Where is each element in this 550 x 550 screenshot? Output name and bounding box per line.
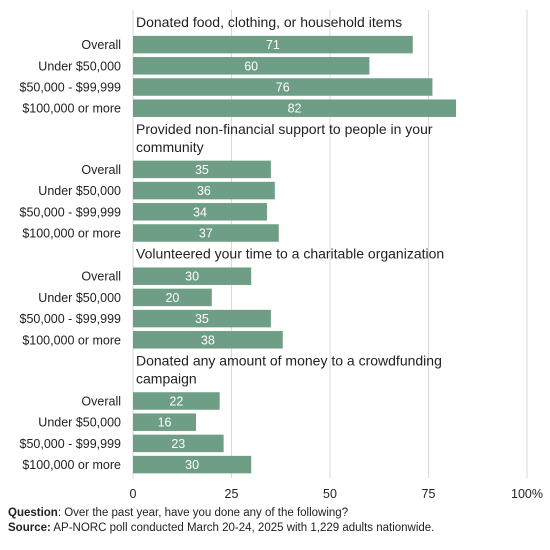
- bar: [133, 203, 267, 221]
- category-label: Under $50,000: [38, 291, 121, 305]
- group-title: community: [136, 139, 204, 155]
- bar: [133, 309, 271, 328]
- category-label: $100,000 or more: [22, 458, 121, 472]
- source-label: Source:: [8, 522, 51, 534]
- x-tick-label: 100%: [511, 487, 543, 500]
- category-label: Under $50,000: [38, 59, 121, 73]
- bar-value-label: 30: [185, 458, 199, 472]
- bar: [133, 224, 279, 242]
- category-label: $50,000 - $99,999: [20, 81, 122, 95]
- x-tick-label: 75: [422, 487, 436, 500]
- chart: Donated food, clothing, or household ite…: [20, 10, 543, 500]
- x-tick-label: 0: [130, 487, 137, 500]
- category-label: $50,000 - $99,999: [20, 312, 122, 326]
- category-label: Overall: [81, 270, 121, 284]
- category-label: $50,000 - $99,999: [20, 437, 122, 451]
- source-text: AP-NORC poll conducted March 20-24, 2025…: [50, 522, 435, 534]
- group-title: Provided non-financial support to people…: [136, 121, 433, 137]
- category-label: Overall: [81, 38, 121, 52]
- question-text: : Over the past year, have you done any …: [57, 507, 349, 519]
- bar: [133, 267, 252, 285]
- bar-value-label: 35: [195, 312, 209, 326]
- bar-value-label: 71: [266, 38, 280, 52]
- group-title: Volunteered your time to a charitable or…: [136, 246, 444, 262]
- bar-value-label: 35: [195, 163, 209, 177]
- bar: [133, 160, 271, 179]
- category-label: $100,000 or more: [22, 102, 121, 116]
- question-note: Question: Over the past year, have you d…: [8, 506, 434, 521]
- bar: [133, 35, 413, 54]
- bar: [133, 57, 370, 75]
- bar-value-label: 38: [201, 333, 215, 347]
- bar-value-label: 30: [185, 270, 199, 284]
- category-label: Under $50,000: [38, 416, 121, 430]
- category-label: $100,000 or more: [22, 227, 121, 241]
- bar: [133, 413, 197, 431]
- bar-value-label: 76: [276, 81, 290, 95]
- group-title: campaign: [136, 370, 197, 386]
- bar-value-label: 23: [171, 437, 185, 451]
- bar: [133, 78, 433, 96]
- category-label: Under $50,000: [38, 184, 121, 198]
- category-label: Overall: [81, 163, 121, 177]
- bar: [133, 331, 283, 349]
- bar: [133, 392, 220, 410]
- category-label: $50,000 - $99,999: [20, 205, 122, 219]
- chart-footer: Question: Over the past year, have you d…: [8, 506, 434, 536]
- group-title: Donated any amount of money to a crowdfu…: [136, 352, 442, 368]
- x-tick-label: 25: [225, 487, 239, 500]
- bar-value-label: 20: [165, 291, 179, 305]
- bar: [133, 455, 252, 474]
- bar: [133, 434, 224, 453]
- bar: [133, 288, 212, 307]
- bar-value-label: 22: [169, 395, 183, 409]
- bar-value-label: 60: [244, 59, 258, 73]
- bar: [133, 99, 457, 117]
- bar-value-label: 34: [193, 205, 207, 219]
- bar-value-label: 16: [158, 416, 172, 430]
- question-label: Question: [8, 507, 58, 519]
- group-title: Donated food, clothing, or household ite…: [136, 14, 402, 30]
- bar-value-label: 82: [288, 102, 302, 116]
- bar: [133, 181, 275, 200]
- x-tick-label: 50: [323, 487, 337, 500]
- category-label: Overall: [81, 395, 121, 409]
- bar-value-label: 36: [197, 184, 211, 198]
- category-label: $100,000 or more: [22, 333, 121, 347]
- source-note: Source: AP-NORC poll conducted March 20-…: [8, 521, 434, 536]
- bar-value-label: 37: [199, 227, 213, 241]
